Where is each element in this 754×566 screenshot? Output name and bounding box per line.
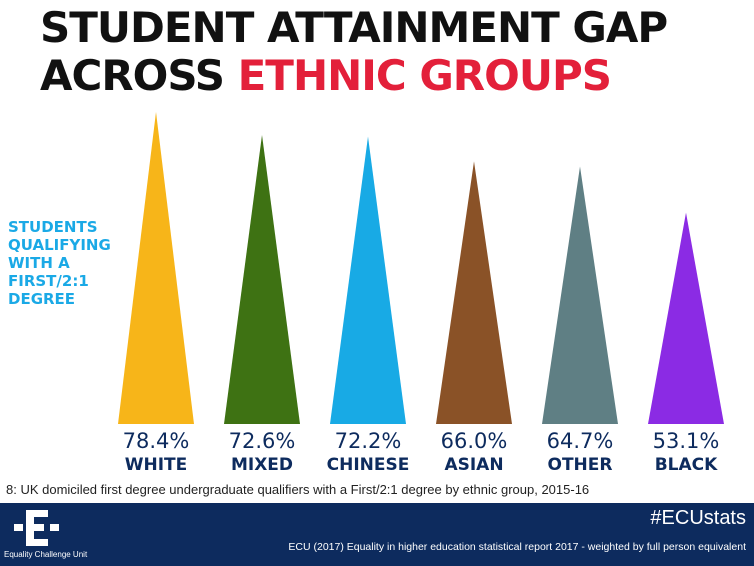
- bar-white: [118, 111, 194, 424]
- y-axis-label: STUDENTS QUALIFYING WITH A FIRST/2:1 DEG…: [8, 218, 138, 308]
- y-axis-label-line: DEGREE: [8, 290, 76, 308]
- bar-chinese: [330, 136, 406, 425]
- category-label-chinese: CHINESE: [327, 455, 410, 475]
- y-axis-label-line: WITH A: [8, 254, 70, 272]
- title-line-2-accent: ETHNIC GROUPS: [237, 51, 612, 100]
- value-label-chinese: 72.2%: [335, 429, 402, 453]
- y-axis-label-line: QUALIFYING: [8, 236, 111, 254]
- hashtag: #ECUstats: [650, 507, 746, 529]
- value-label-asian: 66.0%: [441, 429, 508, 453]
- y-axis-label-line: STUDENTS: [8, 218, 98, 236]
- value-label-mixed: 72.6%: [229, 429, 296, 453]
- value-label-other: 64.7%: [547, 429, 614, 453]
- category-label-other: OTHER: [548, 455, 613, 475]
- footer-bar: Equality Challenge Unit #ECUstats ECU (2…: [0, 503, 754, 566]
- value-label-black: 53.1%: [653, 429, 720, 453]
- bar-black: [648, 212, 724, 424]
- category-label-mixed: MIXED: [231, 455, 293, 475]
- attainment-chart: 78.4%WHITE 72.6%MIXED 72.2%CHINESE 66.0%ASI…: [118, 111, 724, 475]
- bar-other: [542, 166, 618, 424]
- bar-asian: [436, 161, 512, 424]
- category-label-black: BLACK: [655, 455, 718, 475]
- title-line-2-prefix: ACROSS: [40, 51, 238, 100]
- chart-title: STUDENT ATTAINMENT GAP ACROSS ETHNIC GRO…: [40, 4, 740, 100]
- source-citation: ECU (2017) Equality in higher education …: [288, 541, 746, 553]
- value-label-white: 78.4%: [123, 429, 190, 453]
- title-line-2: ACROSS ETHNIC GROUPS: [40, 52, 740, 100]
- footnote: 8: UK domiciled first degree undergradua…: [6, 482, 590, 497]
- title-line-1: STUDENT ATTAINMENT GAP: [40, 3, 668, 52]
- category-label-white: WHITE: [125, 455, 188, 475]
- ecu-logo-icon: [14, 510, 59, 546]
- category-label-asian: ASIAN: [444, 455, 503, 475]
- bar-mixed: [224, 135, 300, 424]
- y-axis-label-line: FIRST/2:1: [8, 272, 89, 290]
- logo-text: Equality Challenge Unit: [4, 550, 88, 559]
